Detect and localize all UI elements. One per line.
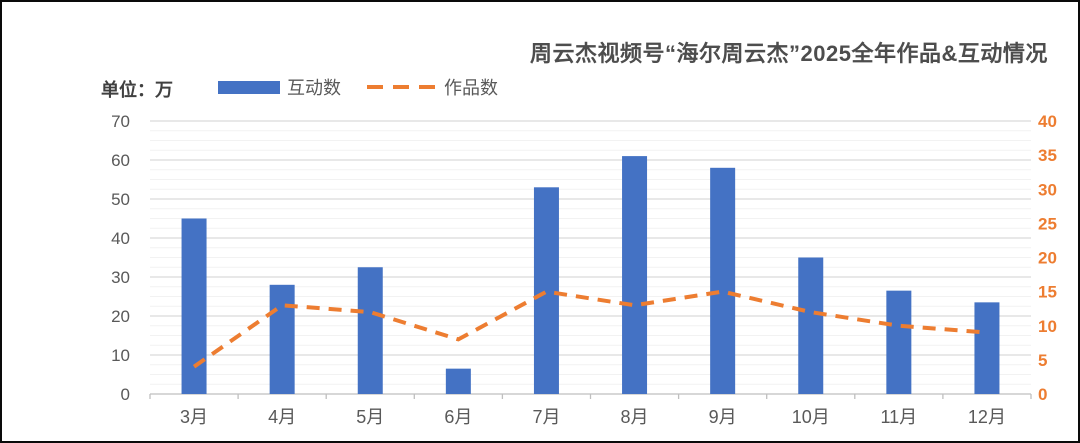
left-axis-tick-label: 40 [111,229,130,248]
left-axis-tick-label: 70 [111,112,130,131]
left-axis-tick-label: 30 [111,268,130,287]
left-axis-tick-label: 60 [111,151,130,170]
x-axis-label-12月: 12月 [968,407,1006,427]
bar-7月 [533,187,559,394]
legend-bar-swatch [218,80,280,94]
bar-6月 [445,368,471,394]
bar-3月 [181,218,207,394]
right-axis-tick-label: 40 [1038,112,1057,131]
x-axis-label-10月: 10月 [792,407,830,427]
bar-5月 [357,267,383,394]
right-axis-tick-label: 20 [1038,249,1057,268]
chart-title: 周云杰视频号“海尔周云杰”2025全年作品&互动情况 [530,41,1048,66]
x-axis-label-6月: 6月 [444,407,472,427]
bar-12月 [974,302,1000,394]
left-axis-tick-label: 20 [111,307,130,326]
left-axis-tick-label: 10 [111,346,130,365]
right-axis-tick-label: 35 [1038,146,1057,165]
left-axis-tick-label: 0 [121,385,130,404]
legend: 互动数 作品数 [218,78,498,98]
left-axis-tick-label: 50 [111,190,130,209]
bar-10月 [798,257,824,394]
right-axis-tick-label: 15 [1038,283,1057,302]
x-axis-label-8月: 8月 [621,407,649,427]
legend-dashed-line-swatch [367,85,439,89]
bar-9月 [710,167,736,394]
x-axis-label-9月: 9月 [709,407,737,427]
bar-8月 [622,156,648,394]
x-axis-label-11月: 11月 [881,407,918,427]
right-axis-tick-label: 30 [1038,180,1057,199]
right-axis-tick-label: 25 [1038,214,1057,233]
x-axis-label-3月: 3月 [180,407,208,427]
unit-label: 单位：万 [101,80,173,100]
bar-11月 [886,290,912,394]
legend-label-interactions: 互动数 [287,78,341,98]
right-axis-tick-label: 5 [1038,351,1047,370]
x-axis-label-4月: 4月 [268,407,296,427]
right-axis-tick-label: 10 [1038,317,1057,336]
legend-label-works: 作品数 [444,78,498,98]
bar-4月 [269,284,295,394]
x-axis-label-5月: 5月 [356,407,384,427]
x-axis-label-7月: 7月 [532,407,560,427]
right-axis-tick-label: 0 [1038,385,1047,404]
